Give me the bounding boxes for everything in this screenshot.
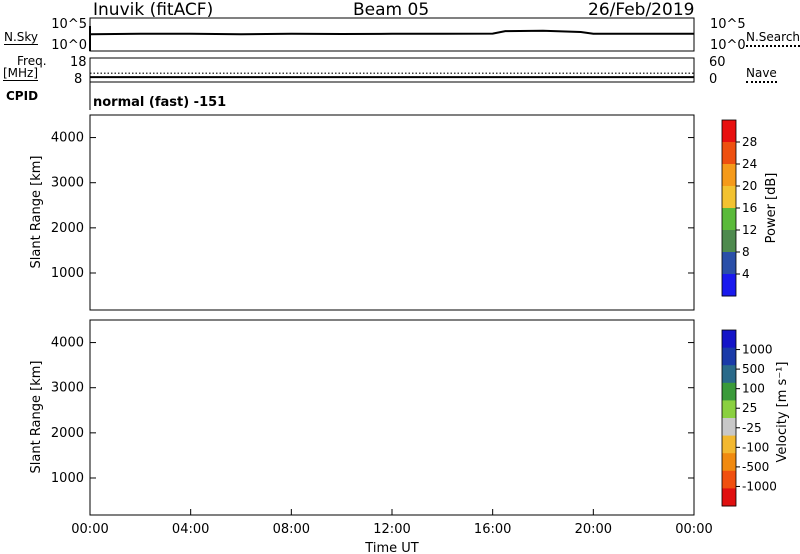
nsky-tick-top: 10^5	[51, 17, 87, 32]
power-yaxis: 1000 2000 3000 4000	[51, 131, 694, 281]
freq-series	[90, 72, 694, 79]
freq-frame	[89, 57, 695, 83]
nsearch-tick-bottom: 10^0	[710, 38, 746, 53]
nsky-series	[89, 26, 694, 51]
colorbar-tick-label: 8	[742, 245, 750, 259]
freq-tick-bottom: 8	[74, 72, 82, 87]
colorbar-swatch	[722, 252, 736, 275]
colorbar-tick-label: 12	[742, 223, 757, 237]
ytick-label: 2000	[51, 221, 84, 236]
ytick-label: 3000	[51, 176, 84, 191]
colorbar-tick-label: 20	[742, 179, 757, 193]
nave-tick-bottom: 0	[709, 72, 717, 87]
colorbar-tick-label: 28	[742, 135, 757, 149]
power-panel: 1000 2000 3000 4000 Slant Range [km] 28 24 20…	[29, 114, 779, 311]
nsearch-tick-top: 10^5	[710, 17, 746, 32]
colorbar-swatch	[722, 142, 736, 165]
power-frame	[89, 114, 695, 311]
nsky-line	[89, 29, 694, 36]
power-colorbar: 28 24 20 16 12 8 4	[721, 119, 757, 297]
colorbar-tick-label: 24	[742, 157, 757, 171]
colorbar-swatch	[722, 186, 736, 209]
freq-panel: 18 8 60 0	[70, 55, 726, 87]
colorbar-swatch	[722, 120, 736, 143]
freq-tick-top: 18	[70, 55, 87, 70]
colorbar-swatch	[722, 208, 736, 231]
nave-tick-top: 60	[709, 55, 726, 70]
power-colorbar-label: Power [dB]	[764, 173, 779, 244]
colorbar-swatch	[722, 274, 736, 297]
ytick-label: 1000	[51, 266, 84, 281]
ytick-label: 4000	[51, 131, 84, 146]
power-ylabel: Slant Range [km]	[29, 156, 44, 269]
nsky-panel: 10^5 10^0 10^5 10^0	[51, 17, 745, 53]
colorbar-tick-label: 4	[742, 267, 750, 281]
cpid-text: normal (fast) -151	[93, 95, 226, 110]
colorbar-tick-label: 16	[742, 201, 757, 215]
colorbar-swatch	[722, 230, 736, 253]
nsky-tick-bottom: 10^0	[51, 38, 87, 53]
colorbar-swatch	[722, 164, 736, 187]
